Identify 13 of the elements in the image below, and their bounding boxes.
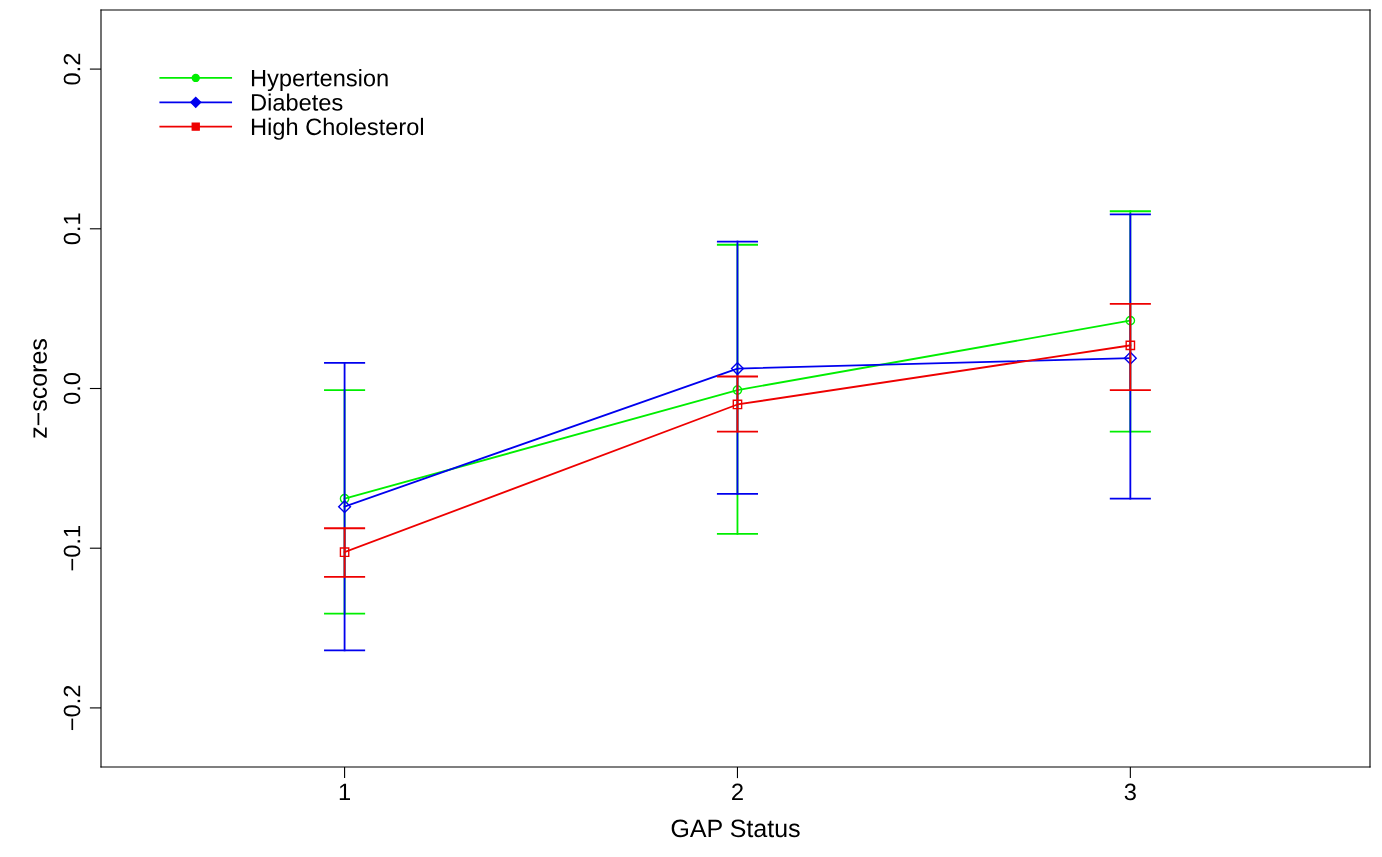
y-tick-label: −0.1 [63,526,81,571]
y-tick-label: 0.1 [63,213,81,245]
y-tick-label: −0.2 [63,685,81,731]
y-tick-label: 0.0 [63,373,81,404]
x-tick-label: 3 [1124,783,1136,801]
y-tick-label: 0.2 [63,53,81,85]
x-tick-label: 1 [339,783,350,801]
x-tick-label: 2 [732,783,743,801]
legend-label: Diabetes [251,93,343,111]
legend-label: High Cholesterol [251,117,424,140]
y-axis-title: z−scores [33,339,47,438]
legend-label: Hypertension [251,69,388,92]
x-axis-title: GAP Status [671,819,800,838]
